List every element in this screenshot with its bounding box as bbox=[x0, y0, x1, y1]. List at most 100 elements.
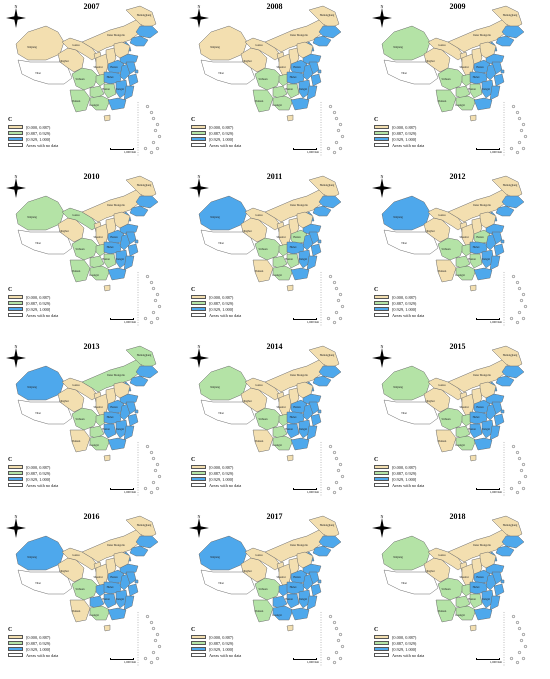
province-label: Henan bbox=[476, 576, 484, 579]
south-sea-island bbox=[157, 474, 162, 479]
legend-label: Areas with no data bbox=[26, 652, 59, 658]
legend-swatch bbox=[374, 482, 389, 488]
legend-swatch bbox=[8, 124, 23, 130]
south-sea-island bbox=[338, 462, 343, 467]
province-label: Heilongjiang bbox=[137, 184, 152, 187]
legend-item: [0.929, 1.000] bbox=[8, 476, 108, 482]
province-label: Inner Mongolia bbox=[290, 34, 308, 37]
province-label: Xinjiang bbox=[393, 46, 403, 49]
legend-swatch bbox=[191, 476, 206, 482]
map-panel-2013: Xinjiang Tibet Qinghai Gansu Inner Mongolia H… bbox=[0, 340, 183, 509]
province-label: Guangxi bbox=[272, 104, 282, 107]
province-jiangsu bbox=[308, 231, 320, 245]
province-guangdong bbox=[473, 267, 493, 281]
province-guizhou bbox=[455, 255, 471, 269]
province-label: Gansu bbox=[438, 554, 446, 557]
province-guangxi bbox=[455, 265, 477, 281]
legend-item: [0.929, 1.000] bbox=[374, 476, 474, 482]
south-sea-island bbox=[521, 486, 526, 491]
province-yunnan bbox=[435, 599, 457, 623]
legend-title: C bbox=[374, 457, 379, 463]
svg-text:N: N bbox=[381, 174, 384, 179]
map-panel-2015: Xinjiang Tibet Qinghai Gansu Inner Mongolia H… bbox=[366, 340, 549, 509]
province-hunan bbox=[469, 253, 483, 269]
legend-swatch bbox=[191, 482, 206, 488]
south-sea-island bbox=[338, 316, 343, 321]
province-hainan bbox=[469, 454, 477, 462]
svg-text:N: N bbox=[198, 4, 201, 9]
south-sea-island bbox=[517, 140, 522, 145]
province-fujian bbox=[123, 255, 135, 271]
province-label: Jiangxi bbox=[299, 598, 307, 601]
province-hainan bbox=[103, 454, 111, 462]
province-label: Guangxi bbox=[272, 274, 282, 277]
south-sea-island bbox=[151, 310, 156, 315]
legend-label: [0.929, 1.000] bbox=[26, 306, 51, 312]
province-zhejiang bbox=[310, 243, 322, 257]
legend-swatch bbox=[8, 312, 23, 318]
compass-icon: N bbox=[370, 174, 394, 202]
south-sea-island bbox=[151, 140, 156, 145]
province-label: Tibet bbox=[35, 242, 41, 245]
province-yunnan bbox=[435, 259, 457, 283]
province-label: Hunan bbox=[468, 428, 476, 431]
province-zhejiang bbox=[493, 73, 505, 87]
legend-swatch bbox=[8, 142, 23, 148]
province-jiangsu bbox=[491, 61, 503, 75]
province-jilin bbox=[318, 535, 342, 549]
province-label: Qinghai bbox=[242, 230, 251, 233]
province-label: Xinjiang bbox=[393, 216, 403, 219]
legend-item: [0.929, 1.000] bbox=[191, 476, 291, 482]
province-label: Hunan bbox=[102, 428, 110, 431]
legend-item: Areas with no data bbox=[374, 142, 474, 148]
south-sea-island bbox=[326, 316, 331, 321]
svg-text:N: N bbox=[15, 514, 18, 519]
province-label: Hubei bbox=[473, 76, 480, 79]
map-year-title: 2007 bbox=[83, 2, 100, 11]
south-sea-island bbox=[334, 140, 339, 145]
south-sea-island bbox=[332, 150, 337, 155]
province-yunnan bbox=[69, 599, 91, 623]
legend-label: [0.887, 0.929) bbox=[26, 130, 51, 136]
svg-text:N: N bbox=[15, 4, 18, 9]
legend-label: [0.929, 1.000] bbox=[26, 646, 51, 652]
province-label: Qinghai bbox=[59, 60, 68, 63]
province-label: Sichuan bbox=[75, 78, 85, 81]
south-sea-island bbox=[328, 444, 333, 449]
legend-label: [0.000, 0.887) bbox=[26, 464, 51, 470]
province-jiangsu bbox=[125, 61, 137, 75]
south-sea-island bbox=[338, 632, 343, 637]
province-jilin bbox=[135, 25, 159, 39]
south-sea-island bbox=[332, 280, 337, 285]
scale-label: 1,600 Km bbox=[307, 660, 319, 664]
province-guangxi bbox=[272, 605, 294, 621]
province-label: Gansu bbox=[255, 214, 263, 217]
province-chongqing bbox=[461, 583, 473, 597]
province-yunnan bbox=[252, 599, 274, 623]
province-xinjiang bbox=[15, 535, 65, 571]
legend-item: [0.929, 1.000] bbox=[191, 646, 291, 652]
province-label: Hunan bbox=[468, 598, 476, 601]
legend-label: [0.000, 0.887) bbox=[26, 124, 51, 130]
province-jiangsu bbox=[491, 231, 503, 245]
province-label: Yunnan bbox=[255, 100, 264, 103]
province-label: Xinjiang bbox=[27, 556, 37, 559]
legend-label: [0.929, 1.000] bbox=[392, 136, 417, 142]
china-map-2010: Xinjiang Tibet Qinghai Gansu Inner Mongolia H… bbox=[15, 175, 162, 326]
south-sea-island bbox=[338, 486, 343, 491]
province-label: Henan bbox=[293, 406, 301, 409]
south-sea-island bbox=[517, 650, 522, 655]
province-jiangsu bbox=[491, 401, 503, 415]
south-sea-island bbox=[153, 468, 158, 473]
south-sea-island bbox=[153, 638, 158, 643]
legend-swatch bbox=[8, 652, 23, 658]
legend-swatch bbox=[191, 136, 206, 142]
south-sea-island bbox=[340, 474, 345, 479]
province-label: Yunnan bbox=[438, 440, 447, 443]
legend-item: [0.000, 0.887) bbox=[191, 464, 291, 470]
south-sea-island bbox=[149, 150, 154, 155]
legend-item: Areas with no data bbox=[8, 312, 108, 318]
province-label: Jiangxi bbox=[482, 258, 490, 261]
scale-bar: 1,600 Km bbox=[476, 148, 502, 154]
province-label: Heilongjiang bbox=[503, 184, 518, 187]
